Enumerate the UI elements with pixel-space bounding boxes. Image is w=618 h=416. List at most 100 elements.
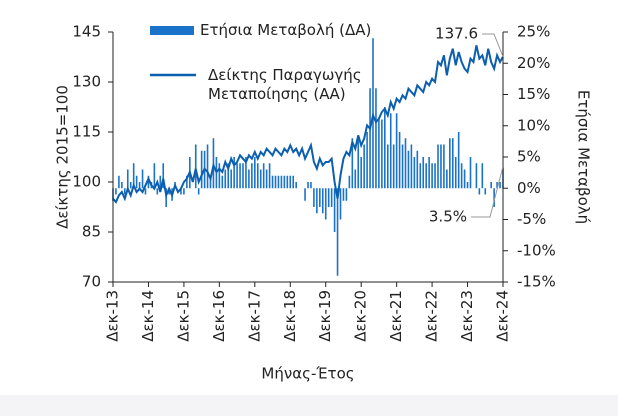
bar [360, 157, 362, 189]
bar [141, 169, 144, 189]
bar [251, 163, 253, 189]
y-tick-label: 85 [82, 223, 101, 241]
bar [248, 169, 250, 189]
y-axis-title: Δείκτης 2015=100 [54, 85, 72, 229]
bar [449, 138, 451, 189]
bar [271, 175, 274, 189]
bar [321, 188, 324, 214]
bar [381, 119, 383, 189]
y-tick-label: 115 [72, 123, 101, 141]
y-tick-label: 145 [72, 23, 101, 41]
bar [481, 163, 484, 189]
bar [375, 88, 377, 189]
bar [496, 182, 498, 189]
legend-line-label: Δείκτης Παραγωγής Μεταποίησης (ΑΑ) [208, 66, 362, 103]
bar [316, 188, 318, 214]
bar [262, 163, 265, 189]
bar [327, 188, 330, 207]
bar [265, 169, 268, 189]
bar [186, 175, 188, 189]
bar [463, 169, 466, 189]
y2-tick-label: 25% [517, 23, 550, 41]
bar [416, 150, 419, 189]
y2-tick-label: 10% [517, 116, 550, 134]
bar [132, 163, 135, 189]
bar [138, 182, 141, 189]
bar [221, 175, 224, 189]
bar [413, 157, 416, 189]
bar [153, 163, 156, 189]
y2-tick-label: 15% [517, 85, 550, 103]
bar [440, 144, 442, 189]
bar [310, 182, 312, 189]
bar [342, 188, 345, 201]
bar [348, 175, 351, 189]
bar [156, 188, 159, 195]
bar [401, 144, 404, 189]
bar [475, 163, 478, 189]
y2-tick-label: 0% [517, 179, 541, 197]
bar [469, 157, 472, 189]
y2-tick-label: 5% [517, 148, 541, 166]
x-tick-label: Δεκ-17 [245, 290, 263, 342]
bar [466, 182, 469, 189]
bar [443, 144, 445, 189]
bar [183, 188, 185, 195]
bar [460, 163, 463, 189]
bar [457, 132, 460, 189]
bar [431, 163, 433, 189]
bar [354, 169, 357, 189]
y-tick-label: 70 [82, 273, 101, 291]
x-tick-label: Δεκ-13 [104, 290, 122, 342]
bar [437, 144, 439, 189]
bar [319, 188, 321, 207]
bar [277, 175, 280, 189]
bar [384, 107, 386, 189]
y2-tick-label: -15% [517, 273, 556, 291]
bar [304, 188, 306, 201]
bar [129, 182, 132, 189]
y2-tick-label: -10% [517, 241, 556, 259]
bar [206, 144, 209, 189]
bar [478, 188, 481, 195]
index-line [112, 45, 504, 204]
bar [330, 188, 333, 207]
bar [357, 138, 360, 189]
bar [124, 188, 126, 195]
x-axis-title: Μήνας-Έτος [261, 365, 354, 383]
annotation: 3.5% [429, 208, 467, 226]
bar [425, 163, 427, 189]
bar [280, 175, 283, 189]
bar [419, 163, 422, 189]
bar [289, 175, 292, 189]
bar [236, 163, 238, 189]
bar [324, 188, 327, 220]
annotation-leader [482, 33, 504, 57]
x-tick-label: Δεκ-14 [139, 290, 157, 342]
bar [493, 188, 495, 207]
y2-tick-label: -5% [517, 210, 546, 228]
bar [345, 188, 348, 201]
bar [135, 175, 138, 189]
bar [144, 188, 147, 195]
bar [407, 150, 410, 189]
bar [227, 163, 230, 189]
bar [404, 138, 407, 189]
bar [490, 182, 492, 189]
legend-bar-label: Ετήσια Μεταβολή (ΔΑ) [200, 21, 372, 39]
bar [274, 175, 277, 189]
y-tick-label: 130 [72, 73, 101, 91]
bar [259, 169, 262, 189]
bar [224, 169, 227, 189]
bar [336, 188, 339, 276]
bar [147, 175, 150, 189]
bar [121, 182, 123, 189]
bar [389, 113, 392, 189]
x-tick-label: Δεκ-15 [174, 290, 192, 342]
bar [499, 182, 501, 189]
x-tick-label: Δεκ-23 [458, 290, 476, 342]
bar [446, 169, 448, 189]
bar [351, 138, 354, 189]
